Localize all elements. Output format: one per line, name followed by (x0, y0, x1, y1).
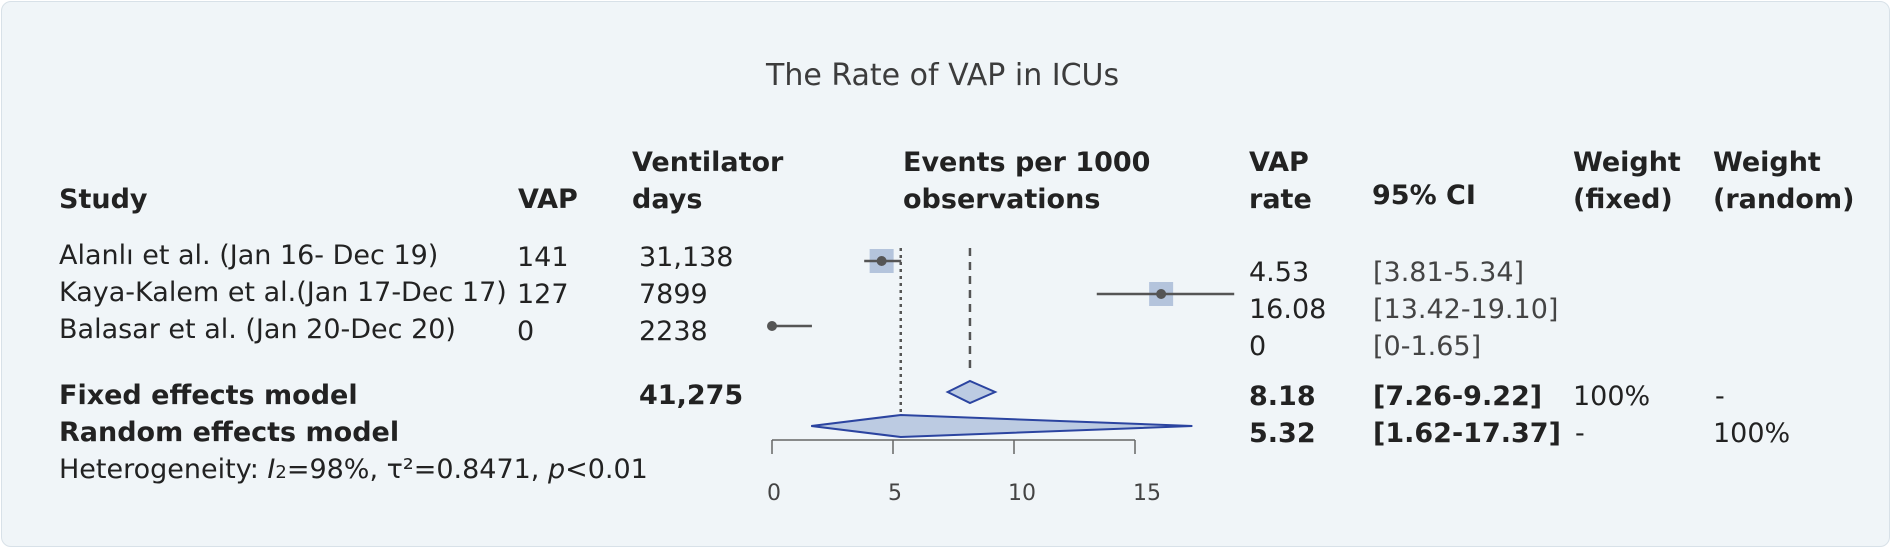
study-ci-3: [0-1.65] (1373, 331, 1482, 362)
heterogeneity-prefix: Heterogeneity: (59, 454, 268, 485)
random-model-weight-random: 100% (1713, 418, 1791, 449)
heterogeneity-p-value: <0.01 (565, 454, 648, 485)
study-ci-2: [13.42-19.10] (1373, 294, 1559, 325)
study-days-2: 7899 (639, 279, 708, 310)
heterogeneity-i2-label: I (267, 454, 276, 485)
header-plot-1: Events per 1000 (903, 147, 1151, 178)
header-ci: 95% CI (1372, 180, 1476, 211)
random-model-rate: 5.32 (1249, 418, 1316, 449)
study-name-1: Alanlı et al. (Jan 16- Dec 19) (59, 240, 439, 271)
study-ci-1: [3.81-5.34] (1373, 257, 1525, 288)
fixed-model-label: Fixed effects model (59, 380, 358, 411)
random-model-ci: [1.62-17.37] (1373, 418, 1561, 449)
study-name-3: Balasar et al. (Jan 20-Dec 20) (59, 314, 456, 345)
heterogeneity-i2-sub: 2 (275, 462, 287, 483)
header-ventilator-days-2: days (632, 184, 703, 215)
header-ventilator-days-1: Ventilator (632, 147, 784, 178)
fixed-model-ci: [7.26-9.22] (1373, 381, 1543, 412)
fixed-model-days: 41,275 (639, 380, 744, 411)
chart-title: The Rate of VAP in ICUs (766, 58, 1120, 93)
x-axis-tick-label-10: 10 (1008, 481, 1036, 506)
study-name-2: Kaya-Kalem et al.(Jan 17-Dec 17) (59, 277, 507, 308)
random-effect-diamond (811, 413, 1193, 439)
study-rate-1: 4.53 (1249, 257, 1310, 288)
study-rate-3: 0 (1249, 331, 1267, 362)
x-axis-tick-label-5: 5 (888, 481, 902, 506)
header-plot-2: observations (903, 184, 1101, 215)
header-rate-2: rate (1249, 184, 1312, 215)
header-weight-fixed-1: Weight (1573, 147, 1681, 178)
heterogeneity-text: Heterogeneity: I2=98%, τ²=0.8471, p<0.01 (59, 452, 648, 491)
header-rate-1: VAP (1249, 147, 1309, 178)
x-axis-tick-label-0: 0 (767, 481, 781, 506)
study-days-3: 2238 (639, 316, 708, 347)
heterogeneity-values: =98%, τ²=0.8471, (286, 454, 548, 485)
fixed-model-rate: 8.18 (1249, 381, 1316, 412)
fixed-model-weight-fixed: 100% (1573, 381, 1651, 412)
study-vap-3: 0 (517, 316, 535, 347)
study-point-1 (876, 256, 887, 266)
header-weight-random-1: Weight (1713, 147, 1821, 178)
study-point-2 (1156, 289, 1167, 299)
fixed-effect-diamond (945, 379, 998, 405)
header-study: Study (59, 184, 148, 215)
study-vap-2: 127 (517, 279, 569, 310)
header-vap: VAP (518, 184, 578, 215)
heterogeneity-p-label: p (547, 454, 566, 485)
fixed-model-weight-random: - (1715, 381, 1725, 412)
study-rate-2: 16.08 (1249, 294, 1327, 325)
header-weight-random-2: (random) (1713, 184, 1855, 215)
x-axis-tick-label-15: 15 (1133, 481, 1161, 506)
study-days-1: 31,138 (639, 242, 734, 273)
random-model-label: Random effects model (59, 417, 400, 448)
study-vap-1: 141 (517, 242, 569, 273)
header-weight-fixed-2: (fixed) (1573, 184, 1673, 215)
random-model-weight-fixed: - (1575, 418, 1585, 449)
study-point-3 (767, 321, 777, 331)
